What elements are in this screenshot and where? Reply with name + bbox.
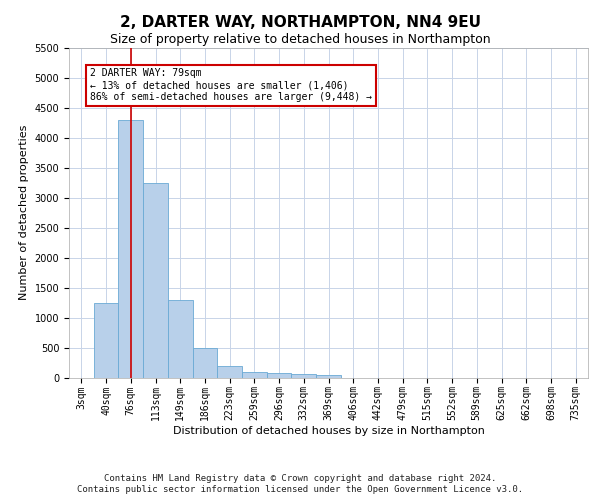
Bar bbox=[316, 374, 341, 378]
Text: Contains HM Land Registry data © Crown copyright and database right 2024.
Contai: Contains HM Land Registry data © Crown c… bbox=[77, 474, 523, 494]
Bar bbox=[242, 372, 267, 378]
Bar bbox=[94, 302, 118, 378]
Bar bbox=[143, 182, 168, 378]
Y-axis label: Number of detached properties: Number of detached properties bbox=[19, 125, 29, 300]
Text: 2, DARTER WAY, NORTHAMPTON, NN4 9EU: 2, DARTER WAY, NORTHAMPTON, NN4 9EU bbox=[119, 15, 481, 30]
Text: Size of property relative to detached houses in Northampton: Size of property relative to detached ho… bbox=[110, 32, 490, 46]
Bar bbox=[168, 300, 193, 378]
Bar bbox=[193, 348, 217, 378]
Bar bbox=[118, 120, 143, 378]
Bar bbox=[292, 374, 316, 378]
Text: 2 DARTER WAY: 79sqm
← 13% of detached houses are smaller (1,406)
86% of semi-det: 2 DARTER WAY: 79sqm ← 13% of detached ho… bbox=[90, 68, 372, 102]
Bar bbox=[267, 373, 292, 378]
Bar bbox=[217, 366, 242, 378]
X-axis label: Distribution of detached houses by size in Northampton: Distribution of detached houses by size … bbox=[173, 426, 484, 436]
